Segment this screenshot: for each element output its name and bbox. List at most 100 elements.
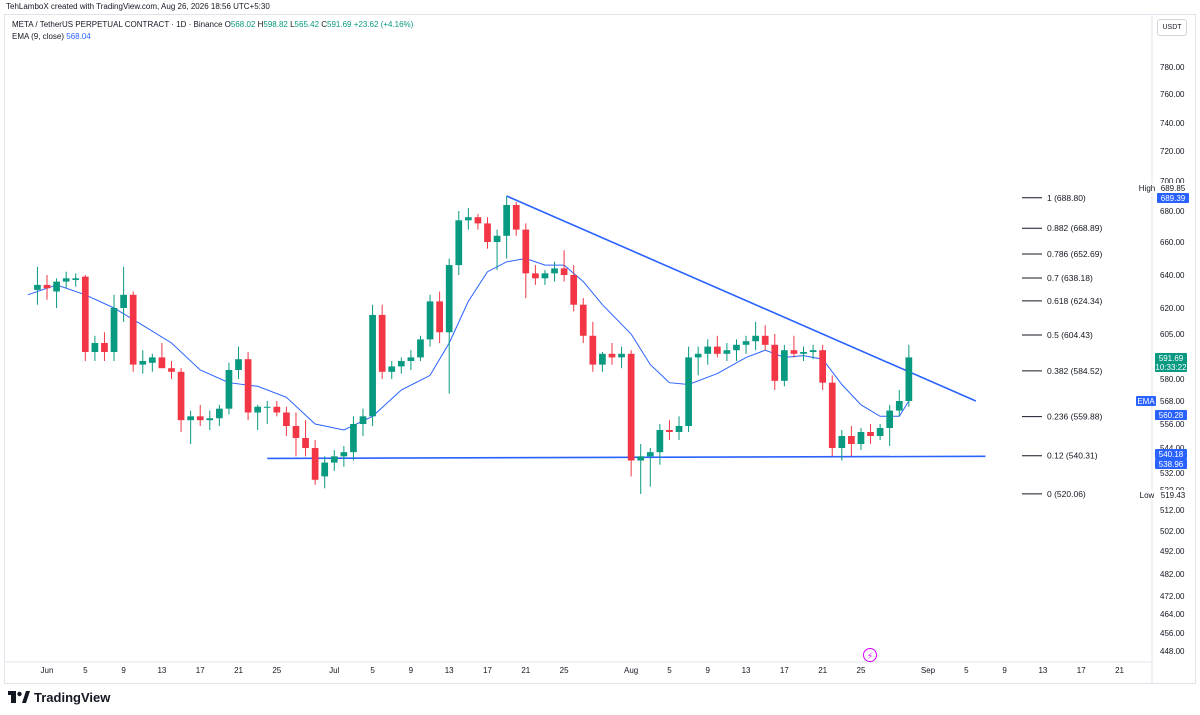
candle[interactable]: [551, 261, 558, 282]
candle[interactable]: [656, 424, 664, 465]
candle[interactable]: [752, 321, 759, 351]
candle[interactable]: [445, 258, 453, 394]
candle[interactable]: [388, 361, 396, 379]
candle[interactable]: [828, 375, 836, 457]
candle[interactable]: [637, 444, 645, 494]
candle[interactable]: [512, 202, 520, 236]
candle[interactable]: [311, 440, 319, 485]
candle[interactable]: [704, 339, 712, 365]
fib-level[interactable]: 0.7 (638.18): [1022, 273, 1093, 283]
candle[interactable]: [761, 325, 769, 351]
candle[interactable]: [330, 450, 338, 471]
candle[interactable]: [148, 353, 156, 372]
trendline-2[interactable]: [267, 455, 986, 460]
candle[interactable]: [417, 335, 424, 361]
candle[interactable]: [809, 344, 817, 360]
candle[interactable]: [120, 266, 127, 322]
fib-level[interactable]: 0.786 (652.69): [1022, 249, 1102, 259]
fib-level[interactable]: 0.12 (540.31): [1022, 451, 1098, 461]
candle[interactable]: [848, 426, 855, 457]
candle[interactable]: [589, 321, 597, 372]
candle[interactable]: [62, 271, 70, 289]
candle[interactable]: [350, 416, 357, 461]
candle[interactable]: [397, 357, 405, 374]
candle[interactable]: [895, 390, 903, 417]
candle[interactable]: [206, 410, 214, 430]
candle[interactable]: [694, 346, 702, 376]
candle[interactable]: [91, 335, 99, 361]
candle[interactable]: [129, 291, 137, 372]
candle[interactable]: [369, 304, 376, 426]
candle[interactable]: [723, 343, 731, 361]
candle[interactable]: [838, 430, 846, 461]
candle[interactable]: [426, 294, 434, 347]
candle[interactable]: [283, 406, 290, 436]
candle[interactable]: [81, 275, 89, 361]
ema-legend-label[interactable]: EMA (9, close): [12, 32, 65, 41]
candle[interactable]: [627, 350, 635, 477]
candle[interactable]: [235, 346, 242, 379]
candle[interactable]: [110, 294, 118, 361]
candle[interactable]: [263, 401, 271, 424]
fib-level[interactable]: 0.618 (624.34): [1022, 296, 1102, 306]
candle[interactable]: [139, 350, 147, 374]
fib-level[interactable]: 0.382 (584.52): [1022, 366, 1102, 376]
candle[interactable]: [225, 362, 233, 415]
candle[interactable]: [302, 420, 309, 457]
ema-legend[interactable]: EMA (9, close) 568.04: [12, 32, 91, 41]
candle[interactable]: [474, 214, 482, 230]
candle[interactable]: [43, 275, 51, 300]
candle[interactable]: [905, 344, 913, 407]
candle[interactable]: [522, 223, 530, 299]
candle[interactable]: [570, 265, 578, 312]
candle[interactable]: [321, 456, 329, 489]
candle[interactable]: [867, 424, 874, 444]
fib-level[interactable]: 1 (688.80): [1022, 193, 1086, 203]
candle[interactable]: [484, 217, 491, 249]
candle[interactable]: [781, 344, 788, 387]
candle[interactable]: [886, 404, 894, 446]
candle[interactable]: [646, 448, 654, 487]
candle[interactable]: [503, 196, 511, 259]
candle[interactable]: [340, 446, 348, 467]
candle[interactable]: [618, 346, 625, 369]
ema-line[interactable]: [27, 257, 910, 431]
candle[interactable]: [292, 412, 300, 457]
candle[interactable]: [666, 420, 673, 440]
candle[interactable]: [254, 404, 262, 430]
candle[interactable]: [244, 352, 252, 421]
tradingview-logo[interactable]: TradingView: [8, 688, 110, 706]
candle[interactable]: [158, 343, 166, 369]
candle[interactable]: [455, 211, 463, 275]
candle[interactable]: [273, 401, 281, 417]
candle[interactable]: [608, 343, 616, 365]
candle[interactable]: [34, 266, 41, 305]
candle[interactable]: [560, 250, 568, 282]
symbol-legend[interactable]: META / TetherUS PERPETUAL CONTRACT · 1D …: [12, 20, 413, 29]
candle[interactable]: [464, 208, 472, 230]
candle[interactable]: [436, 291, 443, 344]
candle[interactable]: [685, 346, 692, 432]
candle[interactable]: [675, 416, 683, 440]
currency-button[interactable]: USDT: [1157, 19, 1187, 36]
candle[interactable]: [532, 265, 539, 285]
candle[interactable]: [359, 408, 367, 436]
candle[interactable]: [493, 229, 501, 271]
candle[interactable]: [72, 273, 80, 287]
candle[interactable]: [857, 428, 865, 451]
fib-level[interactable]: 0.5 (604.43): [1022, 330, 1093, 340]
lightning-icon[interactable]: ⚡: [863, 648, 877, 662]
candle[interactable]: [579, 298, 587, 343]
fib-level[interactable]: 0.882 (668.89): [1022, 223, 1102, 233]
candle[interactable]: [216, 404, 223, 426]
candle[interactable]: [541, 270, 549, 285]
candle[interactable]: [101, 332, 108, 361]
candle[interactable]: [53, 278, 60, 308]
candle[interactable]: [713, 335, 721, 358]
candle[interactable]: [187, 410, 194, 444]
symbol-title[interactable]: META / TetherUS PERPETUAL CONTRACT · 1D …: [12, 20, 223, 29]
candle[interactable]: [599, 352, 606, 372]
candle[interactable]: [800, 346, 807, 361]
fib-level[interactable]: 0 (520.06): [1022, 489, 1086, 499]
